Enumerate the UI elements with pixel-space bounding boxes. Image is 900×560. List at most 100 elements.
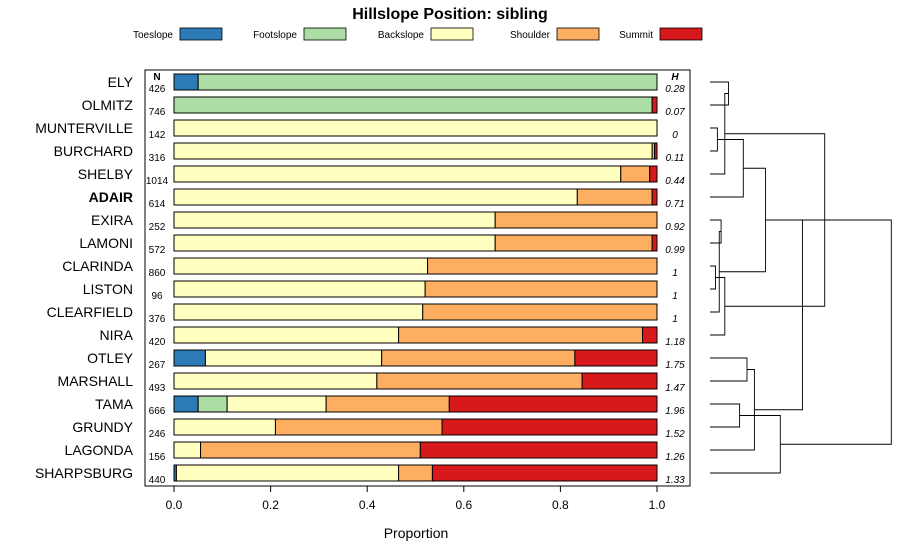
bar-segment-shoulder [325, 395, 450, 413]
h-value: 0 [672, 130, 678, 141]
legend-swatch-summit [659, 27, 703, 41]
bar-segment-toeslope [173, 349, 206, 367]
n-value: 376 [149, 314, 166, 325]
n-column-header: N [153, 72, 160, 83]
bar-row: TAMA 666 1.96 [95, 395, 685, 417]
h-value: 1 [672, 268, 678, 279]
bar-segment-summit [649, 165, 658, 183]
legend-label-footslope: Footslope [253, 30, 297, 41]
bar-segment-backslope [173, 119, 658, 137]
dendrogram-link [710, 415, 781, 474]
bar-segment-backslope [173, 372, 378, 390]
h-value: 0.28 [665, 84, 685, 95]
bar-segment-summit [441, 418, 658, 436]
bar-segment-summit [431, 464, 658, 482]
category-label: TAMA [95, 396, 134, 412]
category-label: BURCHARD [54, 143, 133, 159]
bar-segment-shoulder [427, 257, 658, 275]
n-value: 666 [149, 406, 166, 417]
n-value: 156 [149, 452, 166, 463]
bar-segment-shoulder [422, 303, 658, 321]
bar-segment-shoulder [424, 280, 658, 298]
h-value: 0.11 [666, 153, 685, 164]
x-tick-label: 0.8 [552, 498, 569, 512]
category-label: LAMONI [79, 235, 133, 251]
bar-segment-shoulder [576, 188, 653, 206]
bar-segment-shoulder [398, 464, 433, 482]
bar-segment-shoulder [494, 211, 658, 229]
n-value: 316 [149, 153, 166, 164]
h-value: 0.07 [665, 107, 685, 118]
n-value: 96 [151, 291, 163, 302]
bar-row: MUNTERVILLE 142 0 [35, 119, 678, 141]
category-label: NIRA [100, 327, 134, 343]
n-value: 267 [149, 360, 166, 371]
bar-segment-backslope [173, 165, 622, 183]
bar-segment-shoulder [274, 418, 443, 436]
category-label: MUNTERVILLE [35, 120, 133, 136]
n-value: 142 [149, 130, 166, 141]
n-value: 420 [149, 337, 166, 348]
category-label: LISTON [83, 281, 133, 297]
h-value: 1.26 [665, 452, 685, 463]
bar-segment-summit [574, 349, 658, 367]
category-label: CLEARFIELD [47, 304, 133, 320]
h-value: 1 [672, 291, 678, 302]
dendrogram-link [710, 357, 748, 382]
bar-row: LAGONDA 156 1.26 [65, 441, 685, 463]
bar-row: BURCHARD 316 0.11 [54, 142, 685, 164]
dendrogram-link [710, 127, 718, 152]
bar-row: OTLEY 267 1.75 [87, 349, 685, 371]
legend-label-toeslope: Toeslope [133, 30, 173, 41]
dendrogram-link [710, 265, 716, 290]
n-value: 440 [149, 475, 166, 486]
h-value: 0.44 [665, 176, 685, 187]
bar-segment-backslope [173, 418, 276, 436]
bar-segment-toeslope [173, 395, 199, 413]
h-value: 1.96 [665, 406, 685, 417]
bar-segment-backslope [173, 188, 578, 206]
legend-label-backslope: Backslope [378, 30, 425, 41]
bar-segment-footslope [173, 96, 653, 114]
bar-segment-shoulder [398, 326, 644, 344]
n-value: 746 [149, 107, 166, 118]
bar-row: SHARPSBURG 440 1.33 [35, 464, 685, 486]
bar-segment-summit [448, 395, 658, 413]
n-value: 252 [149, 222, 166, 233]
bar-segment-backslope [173, 234, 496, 252]
x-axis: 0.0 0.2 0.4 0.6 0.8 1.0 [166, 486, 666, 512]
bar-segment-summit [419, 441, 658, 459]
bar-segment-footslope [197, 73, 658, 91]
bar-segment-shoulder [620, 165, 651, 183]
dendrogram-link [710, 369, 755, 451]
dendrogram-link [765, 219, 892, 445]
plot-panel [144, 69, 691, 487]
n-value: 860 [149, 268, 166, 279]
x-tick-label: 0.0 [166, 498, 183, 512]
bar-segment-footslope [197, 395, 228, 413]
legend-swatch-toeslope [179, 27, 223, 41]
category-label: CLARINDA [62, 258, 133, 274]
bar-row: NIRA 420 1.18 [100, 326, 685, 348]
bar-row: LAMONI 572 0.99 [79, 234, 685, 256]
bar-segment-backslope [173, 303, 424, 321]
category-label: EXIRA [91, 212, 134, 228]
h-value: 1.75 [665, 360, 685, 371]
dendrogram-link [754, 219, 825, 411]
category-label: OLMITZ [82, 97, 134, 113]
dendrogram-link [710, 277, 726, 336]
legend-label-shoulder: Shoulder [510, 30, 551, 41]
bar-row: CLARINDA 860 1 [62, 257, 678, 279]
bar-segment-summit [651, 96, 658, 114]
dendrogram-link [719, 167, 766, 273]
h-value: 1 [672, 314, 678, 325]
n-value: 572 [149, 245, 166, 256]
x-tick-label: 1.0 [649, 498, 666, 512]
bar-segment-summit [651, 188, 658, 206]
bar-segment-shoulder [376, 372, 583, 390]
bar-segment-summit [642, 326, 658, 344]
x-tick-label: 0.4 [359, 498, 376, 512]
h-value: 0.99 [665, 245, 685, 256]
